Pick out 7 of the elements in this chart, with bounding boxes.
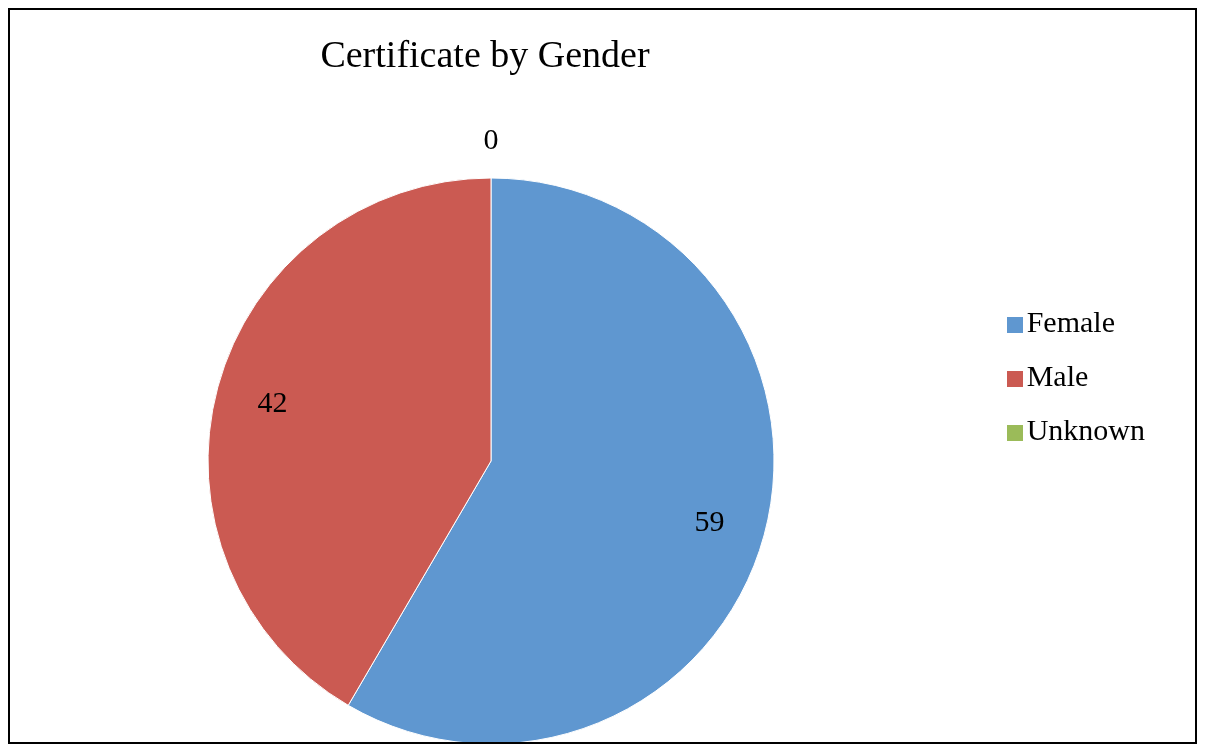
legend-label: Male [1026,359,1089,392]
legend-label: Unknown [1026,413,1145,446]
legend-label: Female [1026,305,1115,338]
data-label: 59 [694,503,725,537]
chart-title: Certificate by Gender [319,32,651,76]
data-label: 42 [257,385,288,419]
text: 0 [483,121,499,155]
